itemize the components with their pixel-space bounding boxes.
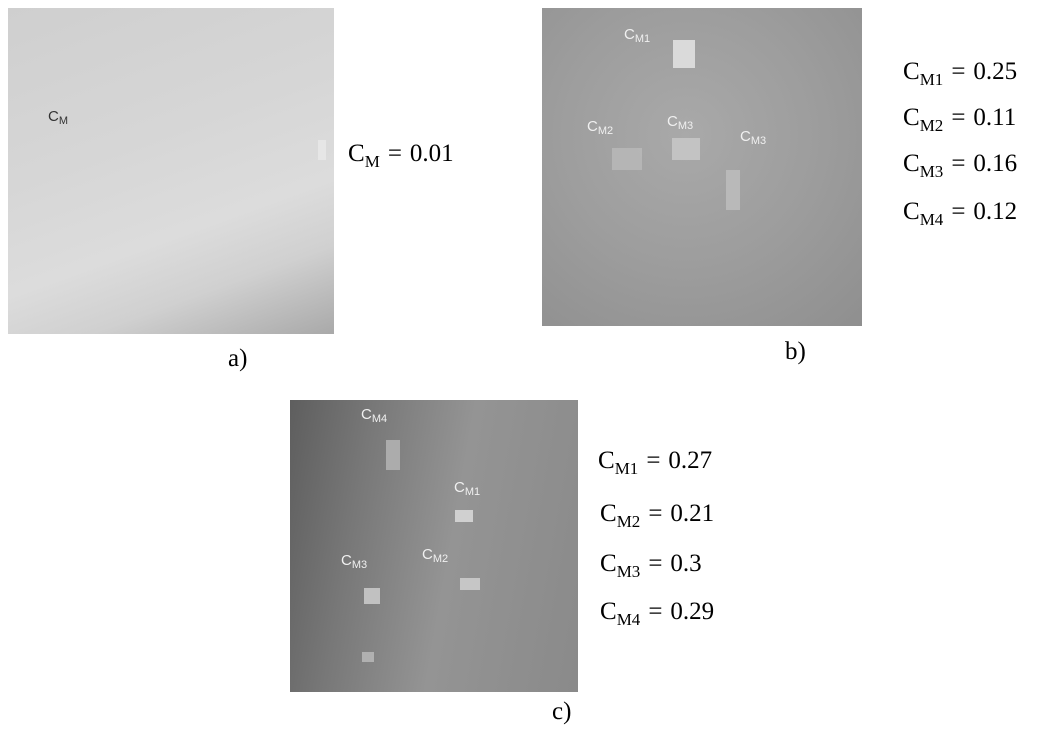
image-label: CM4 [361,406,387,425]
equation-operator: = [388,140,402,167]
equation-base: C [600,598,617,625]
figure: CMCM=0.01a)CM1CM2CM3CM3CM1=0.25CM2=0.11C… [0,0,1044,740]
equation-value: 0.21 [670,500,714,527]
bright-pixels [460,578,480,590]
label-subscript: M3 [678,120,693,132]
bright-pixels [362,652,374,662]
equation-base: C [903,198,920,225]
equation: CM2 = 0.11 [903,104,1016,136]
image-label: CM1 [454,479,480,498]
panel-caption: a) [228,345,247,373]
equation: CM4 = 0.12 [903,198,1017,230]
equation-subscript: M4 [920,210,944,229]
panel-caption: b) [785,338,806,366]
equation-operator: = [648,598,662,625]
label-subscript: M3 [751,135,766,147]
equation-value: 0.16 [973,150,1017,177]
equation: CM1 = 0.25 [903,58,1017,90]
equation-base: C [903,150,920,177]
label-base: C [422,546,433,563]
label-base: C [48,108,59,125]
equation-operator: = [951,150,965,177]
caption-text: b) [785,338,806,365]
bright-pixels [673,40,695,68]
equation-subscript: M2 [920,116,944,135]
bright-pixels [672,138,700,160]
bright-pixels [318,140,326,160]
image-label: CM2 [422,546,448,565]
image-label: CM3 [667,113,693,132]
equation-subscript: M [365,152,380,171]
equation-operator: = [648,550,662,577]
bright-pixels [364,588,380,604]
equation-value: 0.27 [668,447,712,474]
equation: CM3 = 0.3 [600,550,702,582]
label-base: C [624,26,635,43]
equation-subscript: M3 [617,562,641,581]
equation-base: C [600,550,617,577]
label-base: C [740,128,751,145]
equation-value: 0.3 [670,550,701,577]
image-label: CM1 [624,26,650,45]
equation-operator: = [951,198,965,225]
label-subscript: M [59,115,68,127]
equation-subscript: M3 [920,162,944,181]
equation-base: C [903,58,920,85]
equation-value: 0.25 [973,58,1017,85]
label-subscript: M1 [465,486,480,498]
label-base: C [454,479,465,496]
equation-value: 0.11 [973,104,1016,131]
equation-operator: = [646,447,660,474]
panel-caption: c) [552,698,571,726]
bright-pixels [612,148,642,170]
label-base: C [587,118,598,135]
equation-operator: = [951,58,965,85]
image-label: CM3 [740,128,766,147]
grayscale-image [8,8,334,334]
equation-operator: = [648,500,662,527]
equation-subscript: M1 [920,70,944,89]
equation-base: C [348,140,365,167]
label-subscript: M1 [635,33,650,45]
label-subscript: M4 [372,413,387,425]
image-label: CM [48,108,68,127]
equation-subscript: M4 [617,610,641,629]
equation: CM1 = 0.27 [598,447,712,479]
equation: CM2 = 0.21 [600,500,714,532]
equation-value: 0.12 [973,198,1017,225]
caption-text: a) [228,345,247,372]
label-subscript: M2 [433,553,448,565]
bright-pixels [386,440,400,470]
equation-base: C [600,500,617,527]
equation: CM3 = 0.16 [903,150,1017,182]
equation-value: 0.01 [410,140,454,167]
label-base: C [361,406,372,423]
equation-operator: = [951,104,965,131]
label-subscript: M2 [598,125,613,137]
grayscale-image [542,8,862,326]
equation-subscript: M1 [615,459,639,478]
label-subscript: M3 [352,559,367,571]
equation-value: 0.29 [670,598,714,625]
bright-pixels [455,510,473,522]
equation: CM4 = 0.29 [600,598,714,630]
image-label: CM3 [341,552,367,571]
equation-subscript: M2 [617,512,641,531]
equation: CM = 0.01 [348,140,454,172]
bright-pixels [726,170,740,210]
label-base: C [341,552,352,569]
label-base: C [667,113,678,130]
image-label: CM2 [587,118,613,137]
equation-base: C [903,104,920,131]
caption-text: c) [552,698,571,725]
equation-base: C [598,447,615,474]
